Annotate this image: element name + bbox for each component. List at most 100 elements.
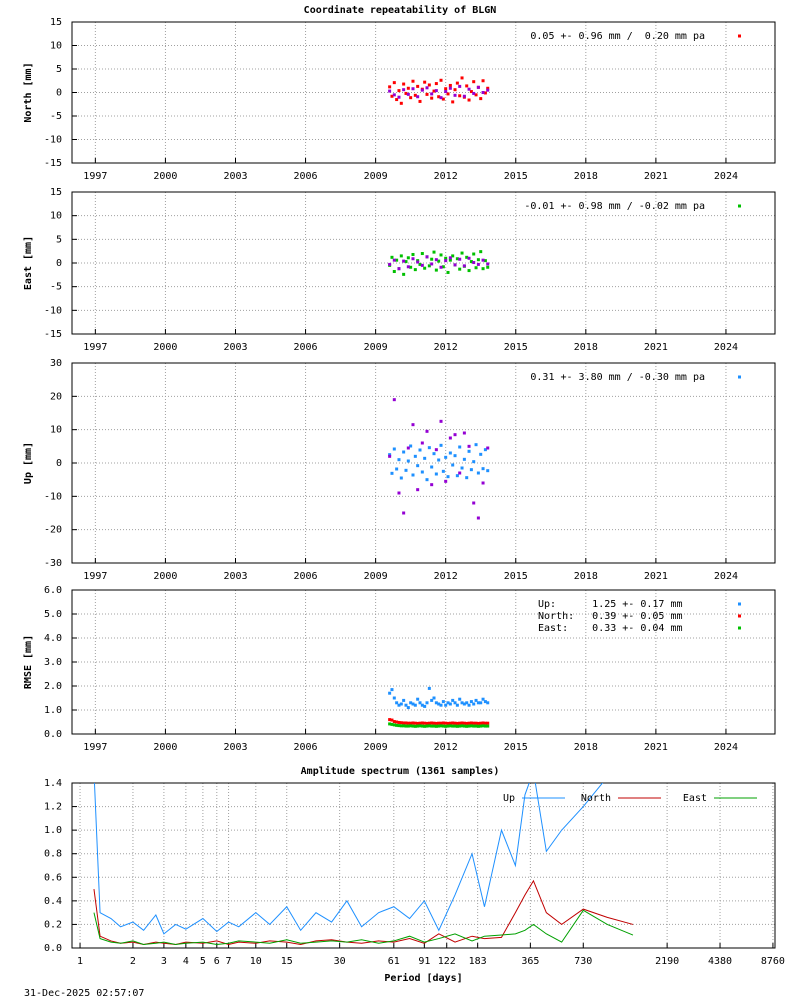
point <box>411 79 415 83</box>
point <box>388 691 392 695</box>
point <box>439 419 443 423</box>
point <box>395 723 399 727</box>
point <box>390 471 394 475</box>
point <box>476 262 480 266</box>
point <box>455 257 459 261</box>
point <box>411 252 415 256</box>
legend-label: North: 0.39 +- 0.05 mm <box>538 611 683 622</box>
point <box>432 250 436 254</box>
point <box>460 76 464 80</box>
point <box>467 256 471 260</box>
point <box>451 721 455 725</box>
x-tick-label: 2015 <box>504 171 528 182</box>
point <box>434 701 438 705</box>
point <box>441 724 445 728</box>
y-tick-label: 0.6 <box>44 872 62 883</box>
annotation: -0.01 +- 0.98 mm / -0.02 mm pa <box>524 201 705 212</box>
y-tick-label: 1.0 <box>44 825 62 836</box>
x-tick-label: 2021 <box>644 171 668 182</box>
point <box>416 724 420 728</box>
point <box>416 697 420 701</box>
panel: RMSE [mm] 0.0 1.0 2.0 3.0 4.0 5.0 6.0 1997 2000 20… <box>23 585 776 753</box>
point <box>397 458 401 462</box>
point <box>474 266 478 270</box>
point <box>451 100 455 104</box>
point <box>486 724 490 728</box>
point <box>425 721 429 725</box>
point <box>392 398 396 402</box>
point <box>413 268 417 272</box>
point <box>402 511 406 515</box>
point <box>388 722 392 726</box>
y-tick-label: 0.4 <box>44 896 62 907</box>
y-tick-label: 4.0 <box>44 633 62 644</box>
y-tick-label: 30 <box>50 358 62 369</box>
y-tick-label: 20 <box>50 391 62 402</box>
point <box>413 721 417 725</box>
point <box>397 720 401 724</box>
point <box>441 700 445 704</box>
x-tick-label: 2006 <box>294 742 318 753</box>
point <box>474 698 478 702</box>
point <box>446 92 450 96</box>
point <box>423 721 427 725</box>
x-tick-label: 2009 <box>364 742 388 753</box>
plot-frame <box>71 362 776 564</box>
x-tick-label: 2021 <box>644 342 668 353</box>
point <box>479 452 483 456</box>
point <box>451 698 455 702</box>
x-tick-label: 1997 <box>83 742 107 753</box>
point <box>423 80 427 84</box>
point <box>441 265 445 269</box>
series <box>388 718 490 725</box>
y-axis-label: North [mm] <box>23 62 34 122</box>
point <box>406 92 410 96</box>
point <box>446 721 450 725</box>
x-tick-label: 2003 <box>223 571 247 582</box>
point <box>462 264 466 268</box>
panel: Up [mm] -30 -20 -10 0 10 20 30 1997 2000 2003 2006 2… <box>23 358 776 582</box>
point <box>425 429 429 433</box>
point <box>404 721 408 725</box>
point <box>418 99 422 103</box>
point <box>430 262 434 266</box>
point <box>469 90 473 94</box>
point <box>465 255 469 259</box>
point <box>399 254 403 258</box>
x-tick-label: 2 <box>130 956 136 967</box>
y-tick-label: 0 <box>56 458 62 469</box>
point <box>486 88 490 92</box>
y-tick-label: 1.4 <box>44 778 62 789</box>
point <box>467 703 471 707</box>
y-axis-label: RMSE [mm] <box>23 635 34 689</box>
legend-marker <box>738 602 741 606</box>
point <box>453 433 457 437</box>
point <box>399 476 403 480</box>
series <box>388 443 490 482</box>
point <box>392 696 396 700</box>
point <box>448 702 452 706</box>
point <box>446 475 450 479</box>
point <box>453 454 457 458</box>
point <box>481 481 485 485</box>
point <box>402 82 406 86</box>
point <box>453 263 457 267</box>
x-tick-label: 2000 <box>153 342 177 353</box>
point <box>467 724 471 728</box>
point <box>420 470 424 474</box>
point <box>416 721 420 725</box>
point <box>404 468 408 472</box>
x-tick-label: 7 <box>226 956 232 967</box>
x-tick-label: 2021 <box>644 571 668 582</box>
point <box>448 256 452 260</box>
plot-frame <box>71 191 776 335</box>
legend-label: East <box>683 793 707 804</box>
point <box>437 458 441 462</box>
x-tick-label: 6 <box>214 956 220 967</box>
point <box>388 85 392 89</box>
point <box>404 724 408 728</box>
point <box>453 724 457 728</box>
x-tick-label: 2003 <box>223 171 247 182</box>
point <box>409 724 413 728</box>
point <box>404 703 408 707</box>
